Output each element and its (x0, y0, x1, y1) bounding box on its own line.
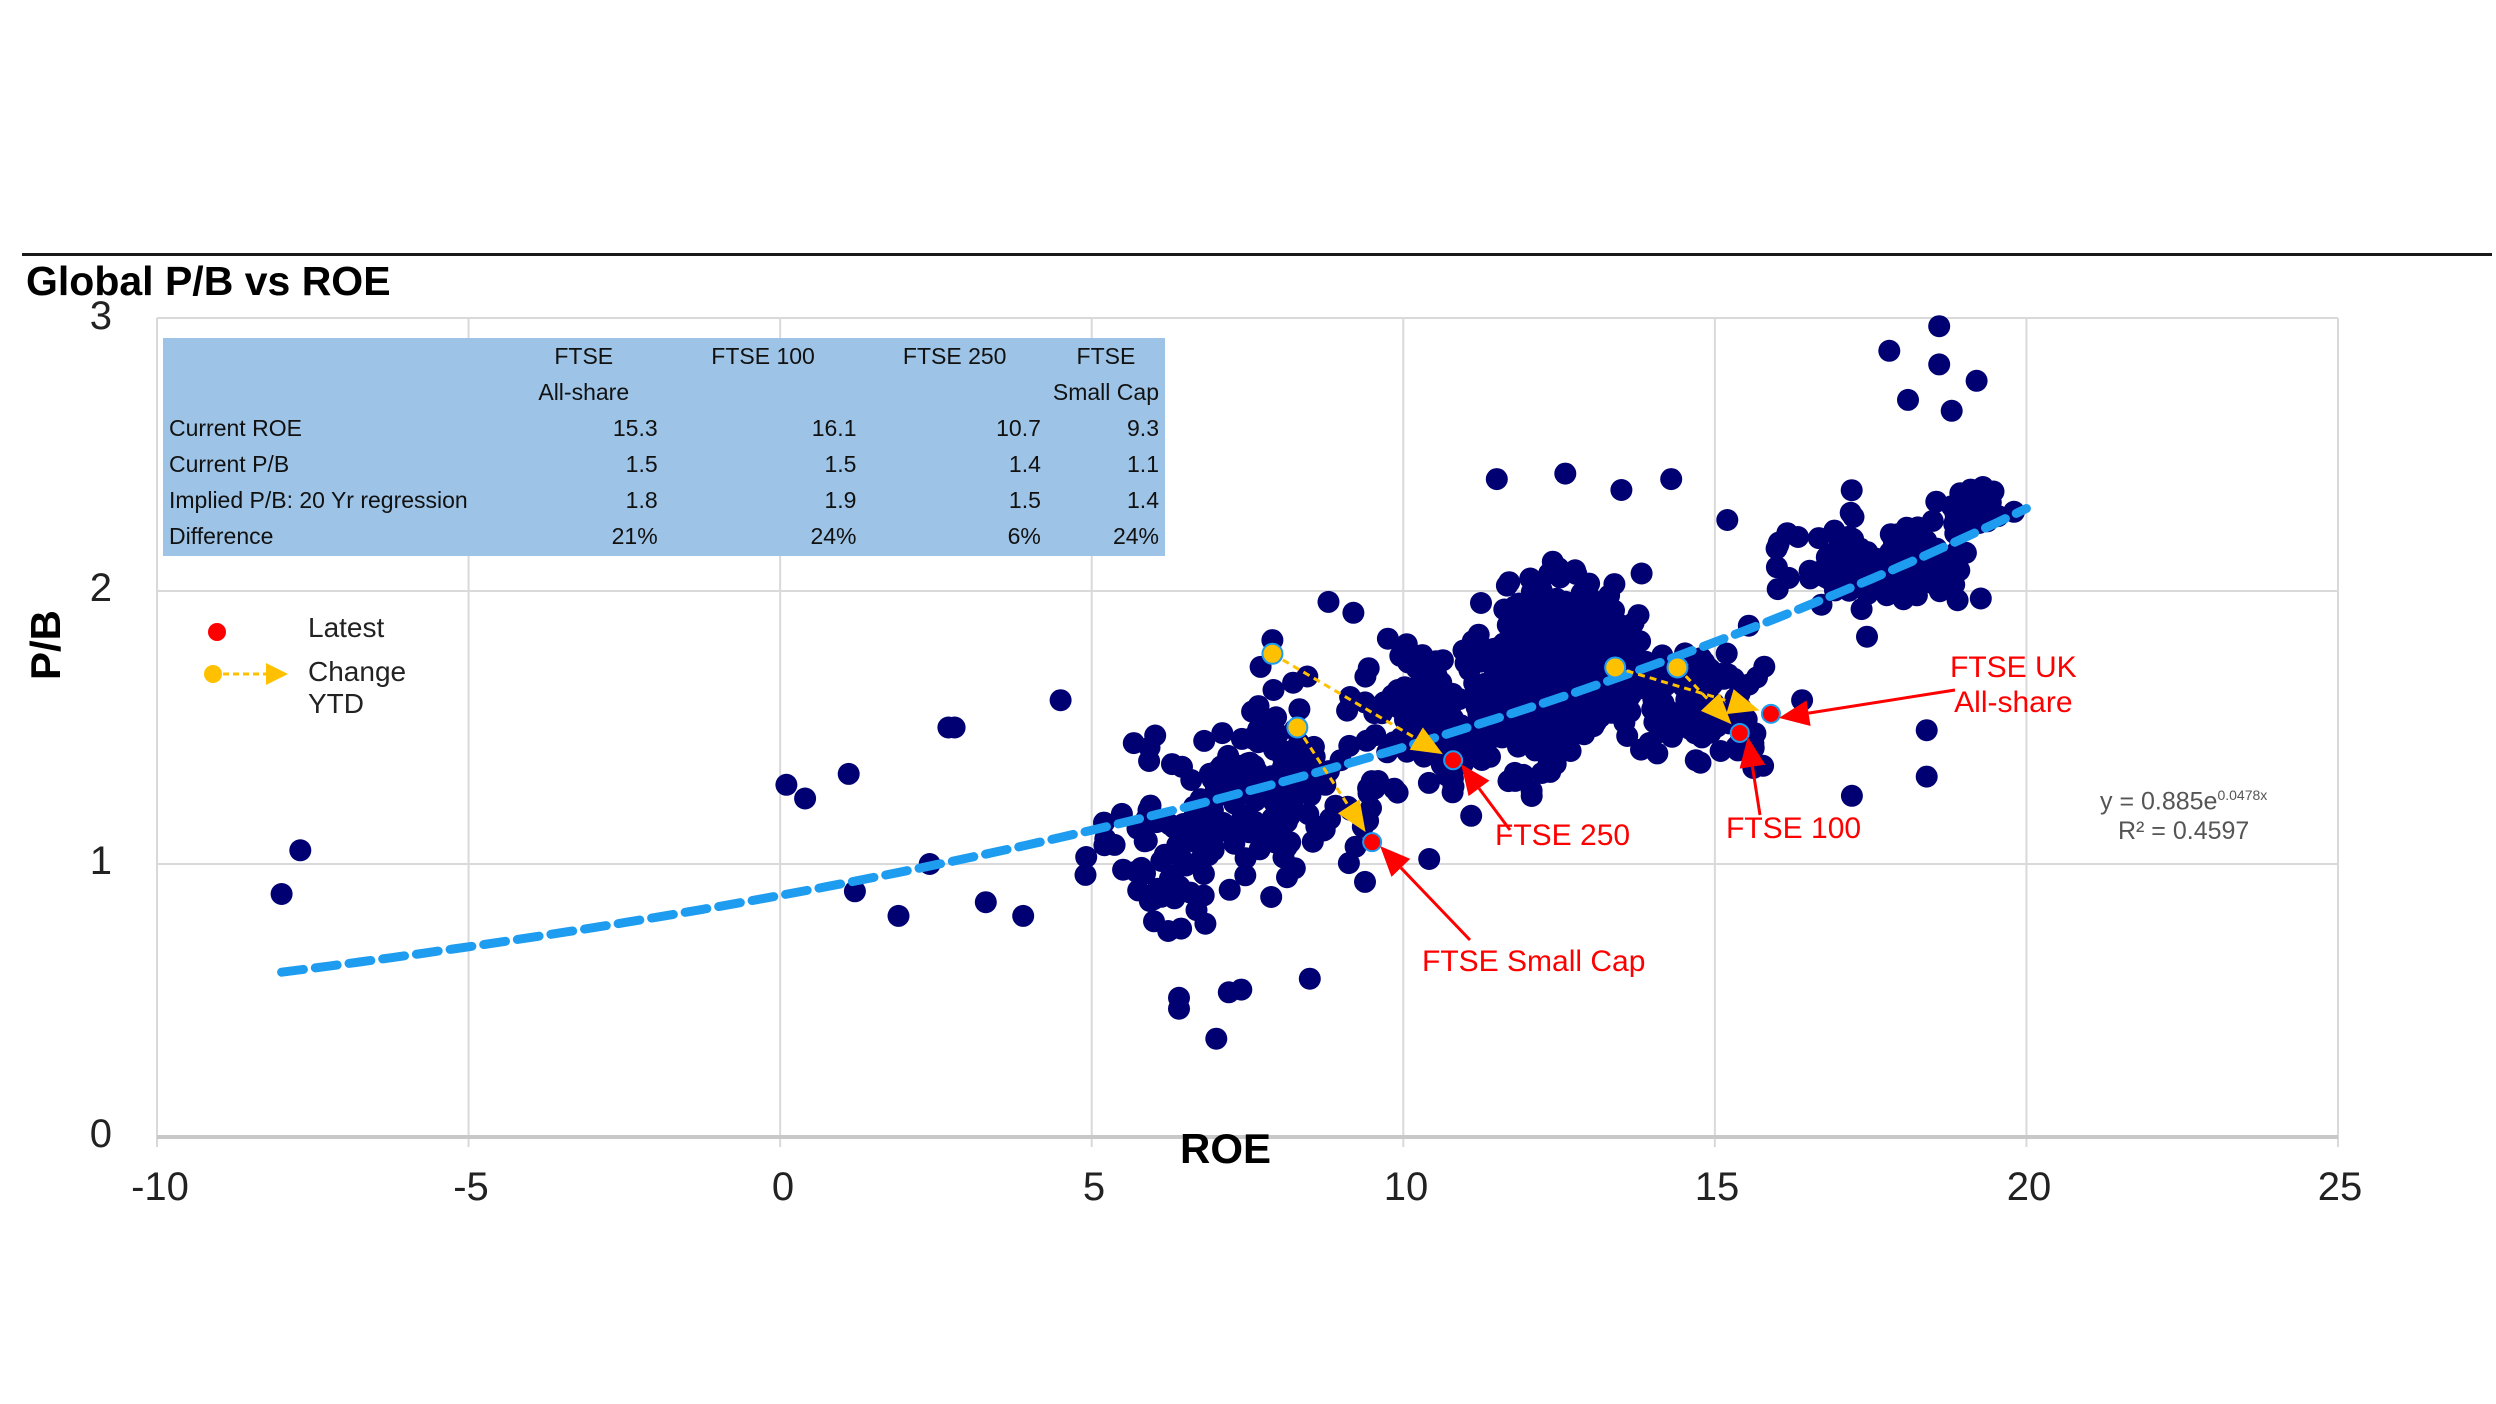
table-cell: 24% (1112, 522, 1159, 549)
row-label: Current P/B (169, 450, 290, 477)
table-header: Small Cap (1052, 378, 1159, 405)
x-tick-20: 20 (2006, 1165, 2052, 1209)
table-header (664, 374, 863, 410)
table-cell: 10.7 (996, 414, 1041, 441)
change-ytd-arrows (1261, 642, 1760, 833)
table-cell: 9.3 (1127, 414, 1159, 441)
trend-line (277, 504, 2031, 977)
annotation-text: All-share (1954, 686, 2073, 719)
table-cell: 6% (1007, 522, 1041, 549)
annotation-arrows (1380, 688, 1956, 942)
annotation-ftse-250: FTSE 250 (1495, 819, 1631, 852)
y-tick-2: 2 (89, 566, 112, 610)
x-tick-neg10: -10 (131, 1165, 189, 1209)
y-tick-0: 0 (89, 1112, 112, 1156)
table-row: Current ROE 15.3 16.1 10.7 9.3 (163, 410, 1165, 446)
x-tick-25: 25 (2317, 1165, 2363, 1209)
table-header: FTSE 100 (711, 342, 815, 369)
table-cell: 1.4 (1008, 450, 1041, 477)
table-cell: 24% (810, 522, 857, 549)
table-cell: 1.5 (824, 450, 857, 477)
table-row: Current P/B 1.5 1.5 1.4 1.1 (163, 446, 1165, 482)
table-header (862, 374, 1046, 410)
x-tick-0: 0 (771, 1165, 795, 1209)
table-cell: 21% (611, 522, 658, 549)
table-cell: 16.1 (811, 414, 857, 441)
valuation-table: FTSE FTSE 100 FTSE 250 FTSE All-share Sm… (163, 338, 1165, 556)
y-tick-1: 1 (89, 839, 112, 883)
red-dot-icon (208, 623, 226, 641)
table-header-row-1: FTSE FTSE 100 FTSE 250 FTSE (163, 338, 1165, 374)
x-axis-label: ROE (1180, 1125, 1272, 1172)
r-squared: R² = 0.4597 (2117, 817, 2250, 846)
legend-label: Latest (308, 612, 385, 643)
table-row: Difference 21% 24% 6% 24% (163, 518, 1165, 554)
row-label: Current ROE (169, 414, 302, 441)
table-cell: 1.5 (625, 450, 658, 477)
table-header: FTSE (1076, 342, 1136, 369)
annotation-text: FTSE UK (1950, 651, 2077, 684)
y-axis-label: P/B (22, 609, 69, 680)
table-cell: 1.9 (824, 486, 857, 513)
annotation-ftse-all-share: FTSE UK All-share (1950, 650, 2077, 720)
y-tick-3: 3 (89, 294, 112, 338)
dashed-arrow-icon (204, 663, 288, 685)
x-tick-15: 15 (1694, 1165, 1740, 1209)
header-rule (22, 253, 2492, 256)
legend-label: Change YTD (308, 656, 407, 719)
table-header-row-2: All-share Small Cap (163, 374, 1165, 410)
table-cell: 15.3 (612, 414, 658, 441)
latest-markers (1362, 703, 1781, 853)
x-tick-5: 5 (1082, 1165, 1106, 1209)
x-tick-neg5: -5 (453, 1165, 489, 1209)
table-cell: 1.4 (1127, 486, 1159, 513)
trendline-equation: y = 0.885e0.0478x R² = 0.4597 (2100, 780, 2267, 846)
table-cell: 1.5 (1008, 486, 1041, 513)
table-cell: 1.1 (1127, 450, 1159, 477)
equation-exponent: 0.0478x (2217, 787, 2268, 803)
annotation-ftse-100: FTSE 100 (1726, 812, 1862, 845)
x-tick-10: 10 (1383, 1165, 1429, 1209)
table-header: FTSE (554, 342, 614, 369)
table-cell: 1.8 (625, 486, 658, 513)
table-row: Implied P/B: 20 Yr regression 1.8 1.9 1.… (163, 482, 1165, 518)
chart-title: Global P/B vs ROE (26, 258, 391, 304)
table-header: All-share (538, 378, 630, 405)
table-header: FTSE 250 (902, 342, 1007, 369)
annotation-ftse-small-cap: FTSE Small Cap (1422, 945, 1646, 978)
equation-text: y = 0.885e (2100, 787, 2218, 816)
row-label: Difference (169, 522, 274, 549)
row-label: Implied P/B: 20 Yr regression (169, 486, 468, 513)
